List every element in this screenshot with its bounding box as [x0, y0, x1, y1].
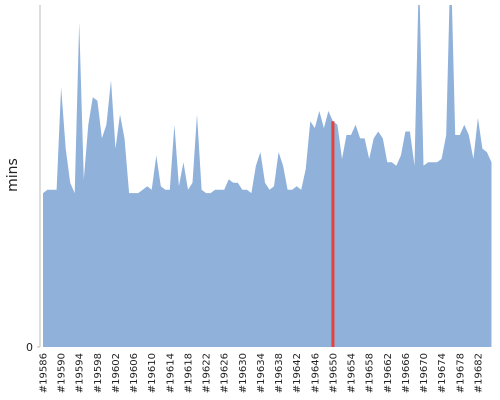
x-tick-label: #19678	[455, 353, 466, 393]
x-tick-label: #19638	[274, 353, 285, 393]
y-tick-label: 0	[26, 341, 33, 354]
x-tick-label: #19606	[129, 353, 140, 393]
x-tick-label: #19618	[183, 353, 194, 393]
x-tick-label: #19586	[39, 353, 50, 393]
x-tick-label: #19642	[292, 353, 303, 393]
x-tick-label: #19602	[111, 353, 122, 393]
x-tick-label: #19646	[310, 353, 321, 393]
y-axis-label: mins	[5, 158, 21, 192]
x-tick-label: #19610	[147, 353, 158, 393]
x-tick-label: #19658	[365, 353, 376, 393]
x-tick-label: #19674	[437, 353, 448, 393]
x-tick-label: #19594	[75, 353, 86, 393]
area	[43, 5, 492, 347]
x-tick-label: #19666	[401, 353, 412, 393]
x-tick-label: #19682	[473, 353, 484, 393]
x-tick-label: #19670	[419, 353, 430, 393]
x-tick-label: #19614	[165, 353, 176, 393]
x-tick-label: #19662	[383, 353, 394, 393]
x-tick-label: #19626	[220, 353, 231, 393]
x-tick-label: #19622	[202, 353, 213, 393]
x-tick-label: #19650	[328, 353, 339, 393]
x-tick-label: #19598	[93, 353, 104, 393]
x-tick-label: #19630	[238, 353, 249, 393]
x-tick-label: #19634	[256, 353, 267, 393]
plot-area	[43, 5, 492, 347]
x-tick-label: #19590	[57, 353, 68, 393]
x-tick-label: #19654	[347, 353, 358, 393]
